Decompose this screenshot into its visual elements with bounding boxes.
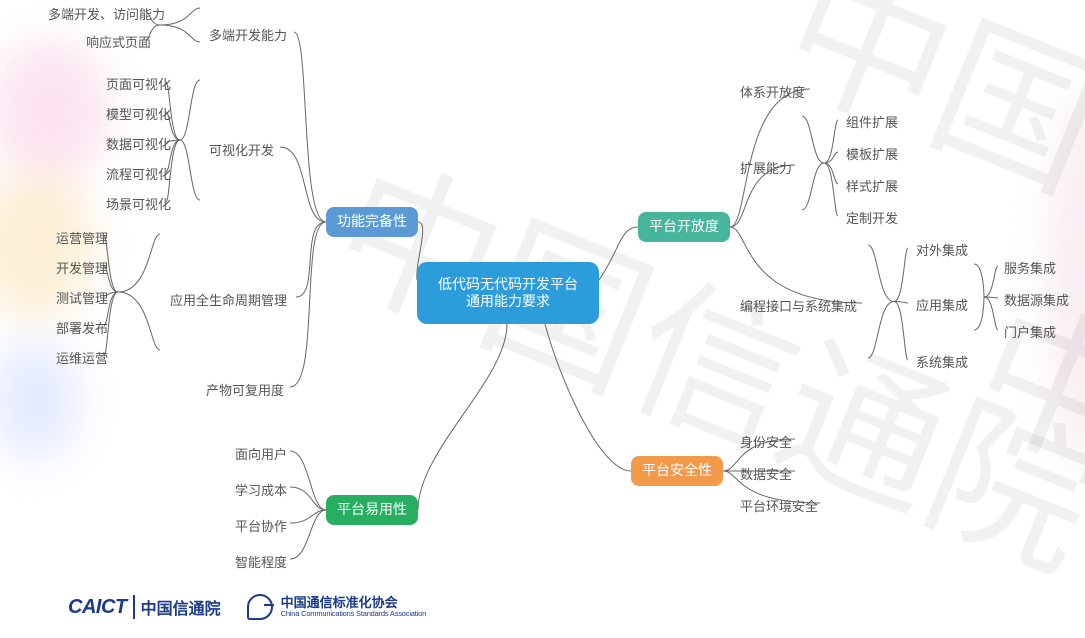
caict-en: CAICT — [68, 596, 127, 619]
ccsa-mark-icon — [247, 594, 273, 620]
branch-node-open: 平台开放度 — [638, 212, 730, 242]
leaf: 运营管理 — [56, 228, 108, 247]
label-u1: 面向用户 — [235, 444, 287, 463]
branch-node-func: 功能完备性 — [326, 207, 418, 237]
leaf: 数据可视化 — [106, 134, 171, 153]
ccsa-text: 中国通信标准化协会 China Communications Standards… — [281, 596, 426, 618]
bg-blob — [1050, 90, 1085, 470]
leaf: 场景可视化 — [106, 194, 171, 213]
label-u4: 智能程度 — [235, 552, 287, 571]
logo-ccsa: 中国通信标准化协会 China Communications Standards… — [247, 594, 426, 620]
label-reuse: 产物可复用度 — [206, 380, 284, 399]
label-sys-open: 体系开放度 — [740, 82, 805, 101]
leaf: 样式扩展 — [846, 176, 898, 195]
leaf: 对外集成 — [916, 240, 968, 259]
leaf: 数据源集成 — [1004, 290, 1069, 309]
leaf: 定制开发 — [846, 208, 898, 227]
watermark: 中国信通院 — [306, 99, 1085, 614]
leaf: 模板扩展 — [846, 144, 898, 163]
bg-blob — [0, 40, 110, 180]
label-u3: 平台协作 — [235, 516, 287, 535]
leaf: 部署发布 — [56, 318, 108, 337]
logo-caict: CAICT 中国信通院 — [68, 595, 221, 619]
label-s1: 身份安全 — [740, 432, 792, 451]
branch-node-sec: 平台安全性 — [631, 456, 723, 486]
caict-cn: 中国信通院 — [133, 595, 221, 619]
leaf: 组件扩展 — [846, 112, 898, 131]
leaf: 流程可视化 — [106, 164, 171, 183]
label-u2: 学习成本 — [235, 480, 287, 499]
label-s3: 平台环境安全 — [740, 496, 818, 515]
label-s2: 数据安全 — [740, 464, 792, 483]
leaf: 应用集成 — [916, 295, 968, 314]
leaf: 服务集成 — [1004, 258, 1056, 277]
leaf: 响应式页面 — [86, 32, 151, 51]
ccsa-en: China Communications Standards Associati… — [281, 610, 426, 618]
leaf: 开发管理 — [56, 258, 108, 277]
label-api: 编程接口与系统集成 — [740, 296, 857, 315]
leaf: 模型可视化 — [106, 104, 171, 123]
leaf: 门户集成 — [1004, 322, 1056, 341]
label-lifecycle: 应用全生命周期管理 — [170, 290, 287, 309]
leaf: 测试管理 — [56, 288, 108, 307]
leaf: 页面可视化 — [106, 74, 171, 93]
branch-node-ease: 平台易用性 — [326, 495, 418, 525]
label-multi: 多端开发能力 — [209, 25, 287, 44]
center-node: 低代码无代码开发平台通用能力要求 — [417, 262, 599, 324]
leaf: 多端开发、访问能力 — [48, 4, 165, 23]
footer: CAICT 中国信通院 中国通信标准化协会 China Communicatio… — [68, 594, 426, 620]
leaf: 系统集成 — [916, 352, 968, 371]
label-viz: 可视化开发 — [209, 140, 274, 159]
label-ext: 扩展能力 — [740, 158, 792, 177]
leaf: 运维运营 — [56, 348, 108, 367]
ccsa-cn: 中国通信标准化协会 — [281, 596, 426, 610]
